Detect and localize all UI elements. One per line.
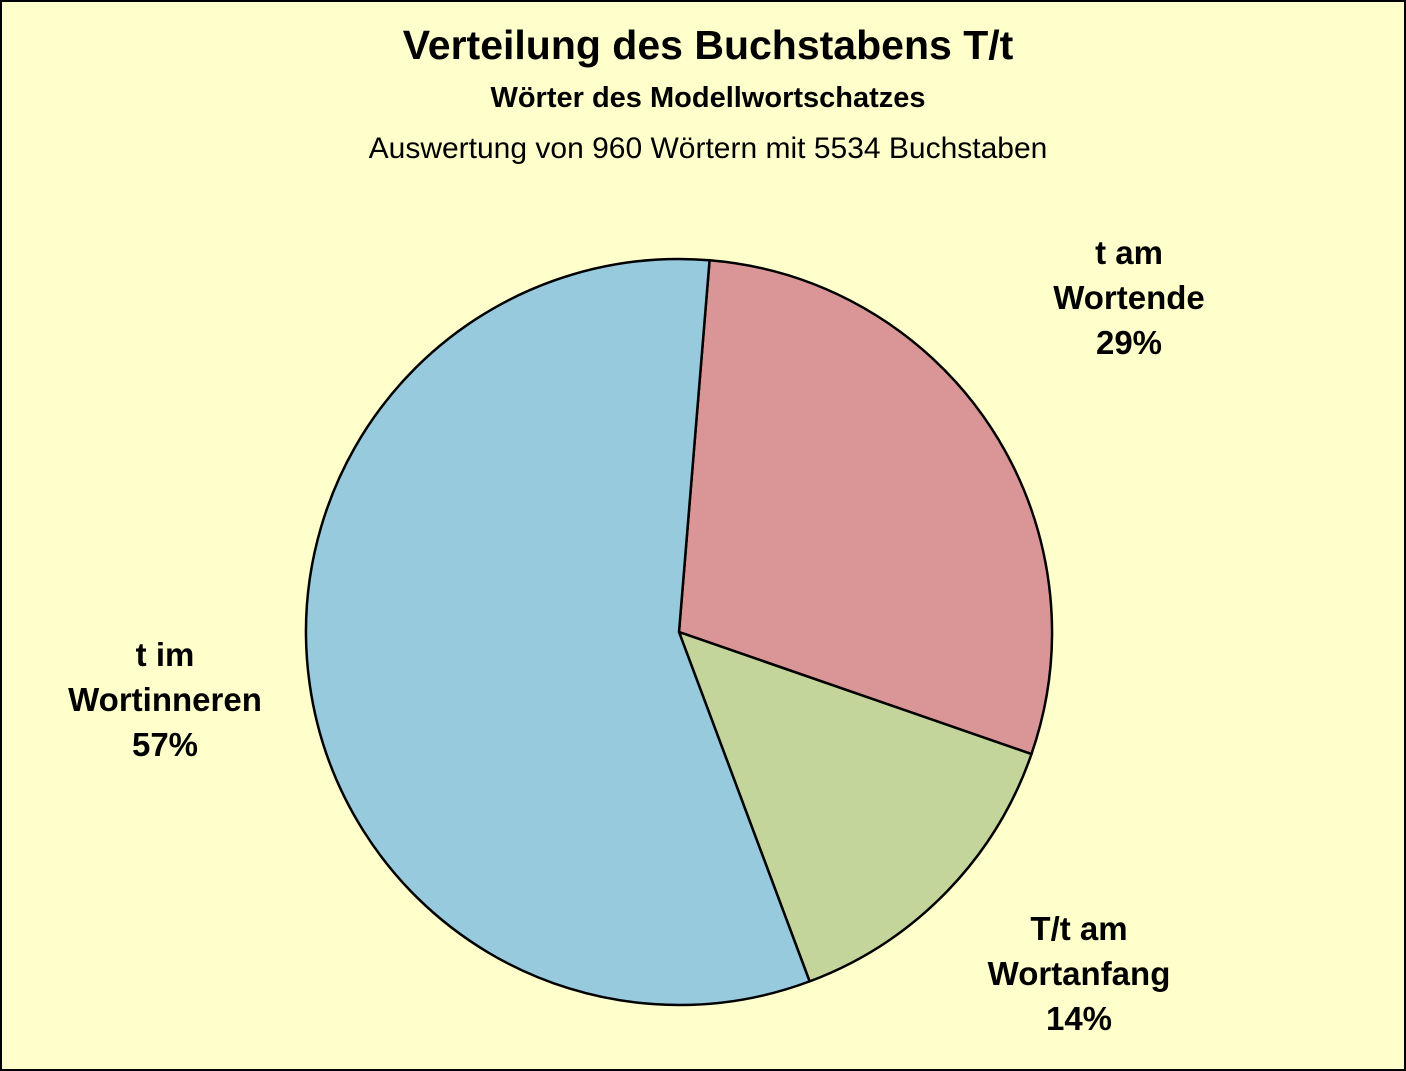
- pie-slice-3: [304, 257, 811, 1007]
- slice-label-line2: Wortinneren: [68, 681, 262, 718]
- slice-label-line2: Wortende: [1053, 279, 1205, 316]
- slice-percent: 57%: [131, 726, 199, 763]
- chart-note: Auswertung von 960 Wörtern mit 5534 Buch…: [368, 132, 1048, 165]
- slice-percent: 29%: [1095, 324, 1163, 361]
- slice-label-line1: T/t am: [1030, 910, 1128, 947]
- pie-slice-2: [677, 630, 1033, 983]
- slice-label-wortende: t am Wortende 29%: [979, 230, 1279, 365]
- chart-subtitle: Wörter des Modellwortschatzes: [490, 82, 926, 114]
- slice-label-line2: Wortanfang: [987, 955, 1171, 992]
- slice-label-line1: t am: [1095, 234, 1163, 271]
- pie-slice-1: [677, 259, 1054, 756]
- chart-title: Verteilung des Buchstabens T/t: [402, 22, 1014, 68]
- slice-label-wortanfang: T/t am Wortanfang 14%: [929, 906, 1229, 1041]
- slice-label-line1: t im: [135, 636, 195, 673]
- slice-label-wortinneren: t im Wortinneren 57%: [15, 632, 315, 767]
- slice-percent: 14%: [1045, 1000, 1113, 1037]
